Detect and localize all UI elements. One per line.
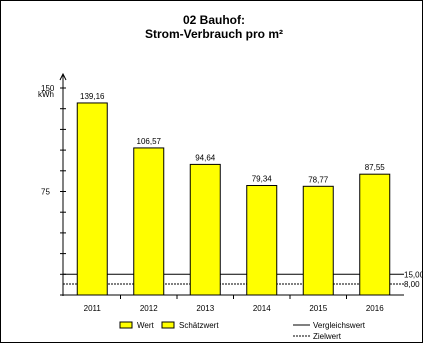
y-tick-label-75: 75 [41, 188, 50, 197]
value-label-2016: 87,55 [365, 163, 386, 172]
bar-2013 [189, 163, 221, 296]
legend-label-schaetzwert: Schätzwert [179, 321, 219, 330]
plot-area: 15,008,00 139,16 2011 106,57 2012 94,64 2013 79… [41, 72, 423, 313]
y-axis-arrow [59, 72, 67, 81]
value-label-2013: 94,64 [195, 153, 216, 162]
legend-swatch-wert [119, 321, 133, 329]
legend: Wert Schätzwert Vergleichswert Zielwert [119, 321, 366, 341]
value-label-2014: 79,34 [252, 175, 273, 184]
value-label-2015: 78,77 [308, 175, 329, 184]
y-tick-label-150: 150 [41, 84, 55, 93]
x-tick-label-2012: 2012 [140, 304, 158, 313]
reference-label-vergleichswert: 15,00 [404, 270, 423, 279]
x-tick-label-2014: 2014 [253, 304, 271, 313]
chart-title: 02 Bauhof: [183, 13, 245, 27]
x-tick-label-2013: 2013 [196, 304, 214, 313]
bar-2012 [133, 147, 165, 296]
legend-label-wert: Wert [137, 321, 155, 330]
x-tick-label-2011: 2011 [84, 304, 102, 313]
reference-label-zielwert: 8,00 [404, 280, 420, 289]
bar-2011 [76, 102, 108, 296]
bar-2015 [302, 185, 334, 296]
legend-label-zielwert: Zielwert [313, 332, 342, 341]
y-axis-label: kWh [38, 90, 54, 99]
legend-swatch-schaetzwert [161, 321, 175, 329]
x-tick-label-2015: 2015 [309, 304, 327, 313]
value-label-2012: 106,57 [137, 137, 162, 146]
value-label-2011: 139,16 [80, 92, 105, 101]
bar-2016 [359, 173, 391, 296]
chart-subtitle: Strom-Verbrauch pro m² [145, 27, 283, 41]
x-tick-label-2016: 2016 [366, 304, 384, 313]
bar-2014 [246, 185, 278, 296]
legend-label-vergleichswert: Vergleichswert [313, 321, 366, 330]
